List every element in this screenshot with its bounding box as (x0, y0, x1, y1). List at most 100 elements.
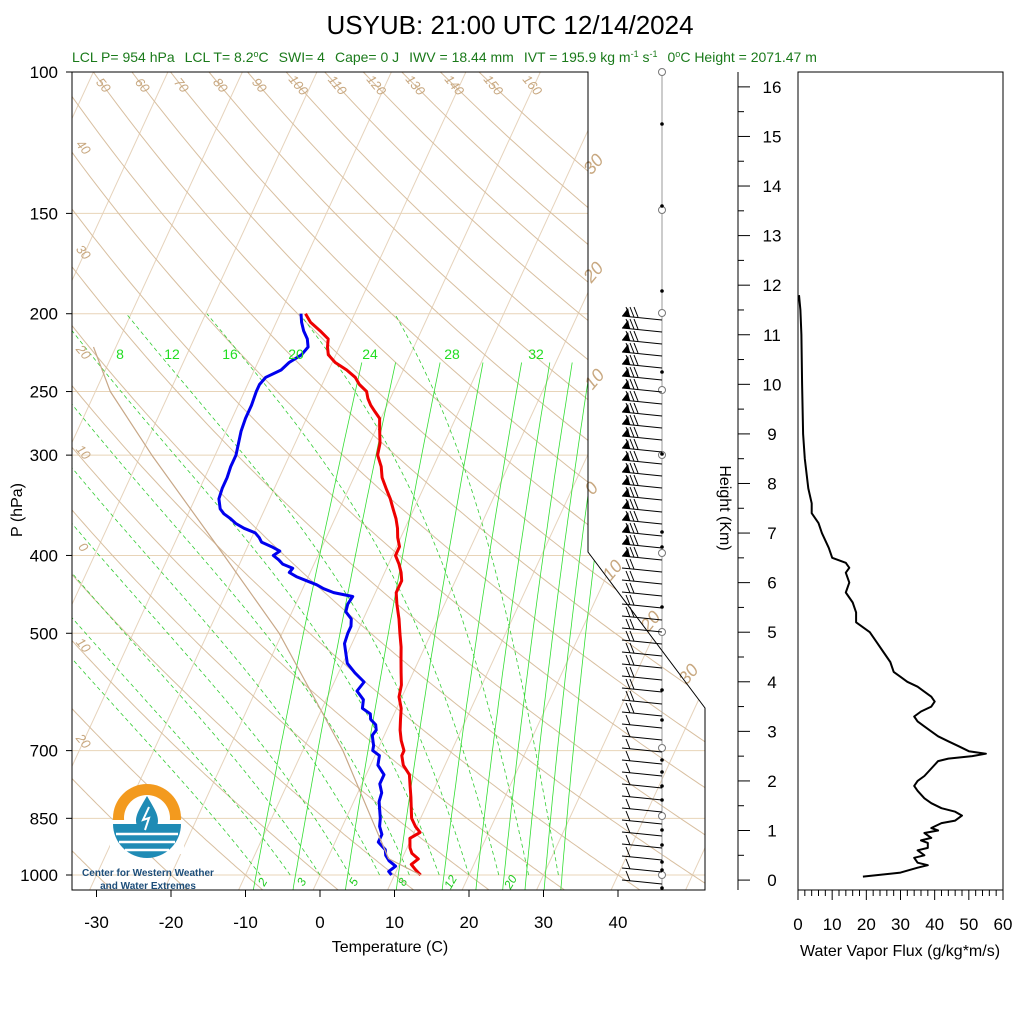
dry-adiabat-line (72, 72, 705, 890)
wind-barb-feather (629, 402, 635, 414)
wind-barb-feather (633, 390, 639, 402)
skewt-background-lines (0, 54, 705, 892)
flux-x-axis-label: Water Vapor Flux (g/kg*m/s) (800, 943, 1000, 960)
isotherm-line (88, 72, 475, 890)
dry-adiabat-label: 10 (73, 635, 94, 656)
wind-barb-flag (622, 464, 630, 473)
wind-barb-shaft (621, 783, 663, 789)
wind-barb-flag (622, 392, 630, 401)
wind-barb-icon (621, 858, 663, 873)
wind-barb-flag (622, 476, 630, 485)
wind-barb-icon (621, 690, 663, 705)
dry-adiabat-line (72, 72, 705, 890)
wind-barb-feather (625, 462, 631, 474)
isotherm-line (162, 72, 550, 890)
wind-barb-shaft (621, 855, 663, 861)
logo-drop-icon (136, 796, 158, 832)
wind-barb-feather (633, 462, 639, 474)
dry-adiabat-label: 0 (75, 540, 92, 556)
wind-barb-flag (622, 332, 630, 341)
wind-barb-icon (621, 582, 663, 597)
wind-barb-icon (621, 654, 663, 669)
wind-barb-feather (625, 606, 631, 618)
wind-barb-feather (625, 798, 631, 810)
moist-adiabat-line (72, 313, 261, 876)
flux-tick-label: 40 (925, 915, 944, 934)
wind-barb-feather (625, 318, 631, 330)
wind-barb-icon (621, 438, 663, 453)
dry-adiabat-line (270, 72, 705, 890)
dry-adiabat-line (72, 72, 644, 890)
wind-level-dot (660, 204, 664, 208)
wind-barb-flag (622, 404, 630, 413)
wind-barb-icon (621, 474, 663, 489)
wind-barb-icon (621, 402, 663, 417)
wind-barb-flag (622, 416, 630, 425)
wind-barb-icon (621, 774, 663, 789)
wind-barb-feather (629, 570, 635, 582)
wind-level-circle (658, 68, 666, 76)
wind-barb-feather (625, 870, 631, 882)
wind-barb-flag (622, 428, 630, 437)
pressure-tick-label: 700 (30, 742, 58, 761)
dry-adiabat-label: 10 (73, 442, 94, 463)
moist-adiabat-line (394, 313, 559, 876)
temperature-tick-label: 10 (385, 913, 404, 932)
moist-adiabat-line (72, 313, 410, 876)
mixing-ratio-bottom-label: 12 (441, 872, 460, 891)
pressure-tick-label: 200 (30, 305, 58, 324)
wind-barb-feather (625, 330, 631, 342)
wind-barb-icon (621, 762, 663, 777)
wind-barb-feather (625, 618, 631, 630)
wind-level-circle (658, 549, 666, 557)
wind-barb-feather (625, 510, 631, 522)
wind-barb-flag (622, 380, 630, 389)
pressure-tick-label: 850 (30, 809, 58, 828)
wind-barb-feather (629, 690, 635, 702)
isotherm-line (684, 72, 705, 890)
wind-barb-feather (625, 762, 631, 774)
mixing-ratio-line (441, 362, 522, 890)
wind-level-dot (660, 688, 664, 692)
wind-barb-feather (633, 498, 639, 510)
dry-adiabat-lines (72, 72, 705, 890)
wind-barb-feather (625, 822, 631, 834)
isotherm-line (237, 72, 624, 890)
isotherm-line (72, 72, 103, 890)
wind-barb-feather (625, 522, 631, 534)
temperature-tick-label: 30 (534, 913, 553, 932)
wind-barb-icon (621, 366, 663, 381)
dry-adiabat-line (118, 72, 705, 890)
dry-adiabat-line (80, 72, 705, 890)
wind-barb-feather (633, 318, 639, 330)
wind-barb-shaft (621, 651, 663, 657)
wind-barb-icon (621, 522, 663, 537)
wind-barb-feather (625, 714, 631, 726)
dry-adiabat-line (72, 72, 705, 890)
wind-barb-icon (621, 510, 663, 525)
mixing-ratio-label: 20 (288, 346, 304, 362)
moist-adiabat-line (125, 313, 470, 876)
isotherm-line (0, 54, 27, 892)
moist-adiabat-line (72, 313, 321, 876)
wind-barb-icon (621, 378, 663, 393)
flux-tick-label: 50 (959, 915, 978, 934)
height-tick-label: 3 (767, 722, 776, 741)
wind-barb-flag (622, 500, 630, 509)
wind-barb-shaft (621, 615, 663, 621)
wind-barb-feather (629, 654, 635, 666)
mixing-ratio-line (292, 362, 396, 890)
wind-barb-icon (621, 678, 663, 693)
isotherm-line (386, 72, 705, 890)
wind-barb-flag (622, 524, 630, 533)
wind-barb-feather (629, 366, 635, 378)
wind-barb-icon (621, 330, 663, 345)
wind-barb-feather (633, 366, 639, 378)
wind-barb-flag (622, 368, 630, 377)
wind-barb-icon (621, 534, 663, 549)
wind-barb-icon (621, 546, 663, 561)
wind-barb-feather (633, 414, 639, 426)
parcel-path-line (92, 346, 421, 876)
wind-barb-icon (621, 630, 663, 645)
